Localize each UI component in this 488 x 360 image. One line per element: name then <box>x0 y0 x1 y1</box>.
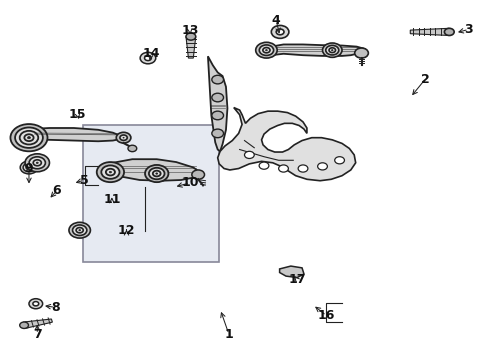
Circle shape <box>298 165 307 172</box>
Circle shape <box>25 154 49 172</box>
Text: 3: 3 <box>464 23 472 36</box>
Circle shape <box>331 50 332 51</box>
Circle shape <box>156 173 157 174</box>
Circle shape <box>185 33 195 40</box>
Circle shape <box>354 48 367 58</box>
Polygon shape <box>185 37 195 58</box>
Circle shape <box>444 28 453 36</box>
Circle shape <box>128 145 137 152</box>
Bar <box>82 126 219 262</box>
Polygon shape <box>217 108 355 181</box>
Circle shape <box>20 161 38 174</box>
Circle shape <box>211 93 223 102</box>
Polygon shape <box>279 266 304 278</box>
Circle shape <box>278 165 288 172</box>
Circle shape <box>23 163 35 172</box>
Circle shape <box>76 228 83 233</box>
Circle shape <box>79 230 81 231</box>
Circle shape <box>69 222 90 238</box>
Text: 7: 7 <box>33 328 41 341</box>
Circle shape <box>27 136 30 139</box>
Text: 11: 11 <box>103 193 121 206</box>
Circle shape <box>24 134 34 141</box>
Text: 10: 10 <box>181 176 198 189</box>
Text: 4: 4 <box>271 14 280 27</box>
Circle shape <box>105 169 115 175</box>
Circle shape <box>29 299 42 309</box>
Text: 2: 2 <box>420 73 428 86</box>
Text: 5: 5 <box>80 174 89 186</box>
Circle shape <box>33 302 39 306</box>
Circle shape <box>271 26 288 39</box>
Circle shape <box>263 48 269 53</box>
Polygon shape <box>409 28 448 36</box>
Polygon shape <box>23 319 52 328</box>
Circle shape <box>153 171 160 176</box>
Circle shape <box>334 157 344 164</box>
Circle shape <box>259 45 273 55</box>
Text: 6: 6 <box>52 184 61 197</box>
Circle shape <box>10 124 47 151</box>
Polygon shape <box>264 44 365 56</box>
Circle shape <box>36 162 38 163</box>
Circle shape <box>325 45 338 55</box>
Text: 17: 17 <box>288 273 305 286</box>
Text: 12: 12 <box>118 224 135 237</box>
Circle shape <box>328 48 335 53</box>
Circle shape <box>109 171 111 173</box>
Text: 1: 1 <box>224 328 233 341</box>
Circle shape <box>211 75 223 84</box>
Circle shape <box>276 29 284 35</box>
Polygon shape <box>207 56 227 151</box>
Circle shape <box>28 167 30 168</box>
Circle shape <box>145 165 168 182</box>
Polygon shape <box>29 128 122 141</box>
Circle shape <box>259 162 268 169</box>
Circle shape <box>255 42 277 58</box>
Circle shape <box>211 129 223 138</box>
Circle shape <box>140 52 156 64</box>
Circle shape <box>26 165 32 170</box>
Text: 15: 15 <box>69 108 86 121</box>
Circle shape <box>123 137 124 138</box>
Circle shape <box>120 135 127 140</box>
Circle shape <box>244 151 254 158</box>
Circle shape <box>149 168 164 179</box>
Circle shape <box>265 50 267 51</box>
Polygon shape <box>98 159 200 181</box>
Circle shape <box>317 163 327 170</box>
Text: 16: 16 <box>317 309 334 322</box>
Circle shape <box>15 127 43 148</box>
Circle shape <box>72 225 87 235</box>
Circle shape <box>33 160 41 166</box>
Circle shape <box>116 132 131 143</box>
Text: 13: 13 <box>181 24 198 37</box>
Circle shape <box>97 162 124 182</box>
Circle shape <box>211 111 223 120</box>
Circle shape <box>20 322 28 328</box>
Circle shape <box>20 131 38 144</box>
Circle shape <box>144 55 151 60</box>
Text: 9: 9 <box>24 162 33 175</box>
Circle shape <box>191 170 204 179</box>
Circle shape <box>101 165 119 179</box>
Text: 14: 14 <box>142 47 159 60</box>
Circle shape <box>322 43 341 57</box>
Text: 8: 8 <box>51 301 60 314</box>
Circle shape <box>29 157 45 169</box>
